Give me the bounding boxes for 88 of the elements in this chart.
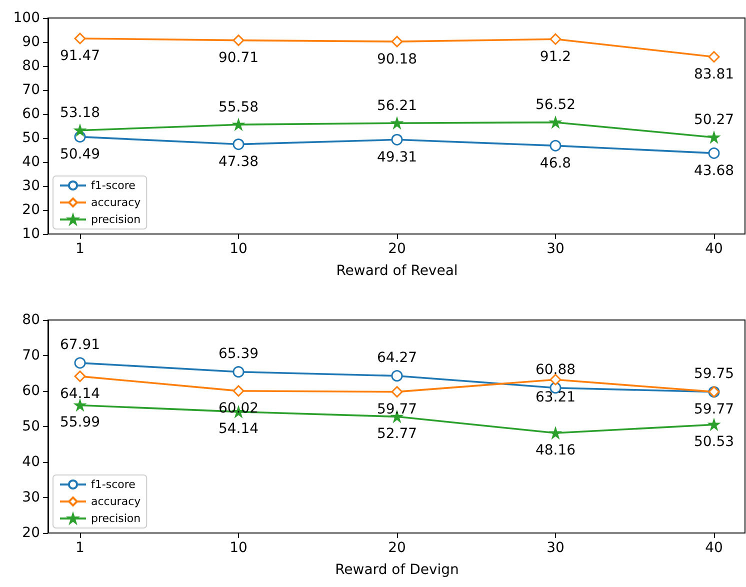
data-label: 50.27: [694, 112, 734, 128]
y-tick-label: 40: [22, 154, 40, 170]
y-tick-label: 70: [22, 82, 40, 98]
point: [392, 118, 402, 128]
data-label: 64.14: [60, 386, 100, 402]
point: [232, 138, 244, 150]
legend-label: precision: [91, 213, 141, 226]
x-axis-title: Reward of Devign: [335, 562, 459, 578]
data-label: 90.71: [218, 50, 259, 66]
x-tick-label: 1: [76, 540, 84, 556]
point: [550, 374, 562, 386]
data-label: 91.2: [540, 48, 572, 65]
data-label: 54.14: [218, 421, 259, 438]
y-tick-label: 100: [13, 10, 40, 26]
y-tick-label: 10: [22, 226, 40, 242]
data-label: 59.77: [694, 402, 734, 418]
y-tick-label: 70: [22, 348, 40, 364]
point: [74, 400, 86, 410]
point: [232, 34, 244, 46]
data-label: 91.47: [60, 48, 100, 64]
y-tick-label: 90: [22, 34, 40, 50]
point: [74, 32, 86, 44]
point: [391, 36, 403, 48]
point: [391, 386, 403, 398]
data-label: 65.39: [218, 346, 259, 362]
point: [708, 147, 720, 159]
point: [232, 366, 244, 378]
data-label: 50.49: [60, 146, 100, 163]
data-label: 48.16: [535, 442, 576, 458]
y-tick-label: 60: [22, 383, 40, 399]
data-label: 55.99: [60, 414, 100, 430]
data-label: 59.75: [694, 366, 734, 382]
legend-label: f1-score: [91, 179, 136, 192]
x-tick-label: 10: [230, 241, 248, 257]
y-tick-label: 60: [22, 106, 40, 122]
y-tick-label: 80: [22, 58, 40, 74]
point: [708, 419, 720, 430]
data-label: 67.91: [60, 337, 100, 354]
y-tick-label: 50: [22, 418, 40, 434]
data-label: 63.21: [535, 389, 576, 406]
x-tick-label: 20: [388, 241, 406, 257]
y-tick-label: 20: [22, 525, 40, 541]
data-label: 56.52: [535, 97, 576, 114]
y-tick-label: 50: [22, 130, 40, 146]
data-label: 49.31: [376, 149, 418, 166]
point: [74, 357, 86, 369]
data-label: 60.88: [535, 362, 576, 378]
data-label: 50.53: [694, 434, 734, 450]
point: [550, 428, 561, 438]
data-label: 47.38: [218, 154, 259, 170]
x-tick-label: 40: [705, 241, 723, 257]
point: [550, 140, 562, 152]
legend-label: f1-score: [91, 478, 136, 491]
x-axis-title: Reward of Reveal: [336, 263, 458, 279]
y-tick-label: 30: [22, 178, 40, 194]
legend-label: precision: [91, 512, 141, 525]
data-label: 64.27: [376, 350, 418, 366]
data-label: 43.68: [694, 162, 734, 179]
x-tick-label: 10: [230, 540, 248, 556]
point: [550, 33, 562, 45]
x-tick-label: 1: [76, 241, 84, 257]
data-label: 52.77: [376, 426, 418, 442]
x-tick-label: 40: [705, 540, 723, 556]
point: [391, 134, 403, 146]
x-tick-label: 30: [546, 241, 564, 257]
data-label: 90.18: [376, 51, 418, 68]
point: [708, 132, 720, 143]
y-tick-label: 20: [22, 202, 40, 218]
data-label: 59.77: [376, 402, 418, 418]
point: [708, 51, 720, 63]
y-tick-label: 30: [22, 490, 40, 506]
legend-label: accuracy: [91, 196, 142, 209]
data-label: 55.58: [218, 99, 259, 116]
point: [74, 370, 86, 382]
y-tick-label: 40: [22, 454, 40, 470]
x-tick-label: 20: [388, 540, 406, 556]
x-tick-label: 30: [546, 540, 564, 556]
data-label: 83.81: [694, 66, 734, 83]
point: [391, 370, 403, 382]
point: [232, 385, 244, 397]
legend-label: accuracy: [91, 495, 142, 508]
point: [233, 119, 244, 130]
data-label: 46.8: [540, 155, 572, 172]
y-tick-label: 80: [22, 312, 40, 328]
data-label: 56.21: [376, 98, 418, 114]
point: [74, 125, 86, 136]
point: [550, 117, 561, 128]
data-label: 53.18: [60, 105, 100, 122]
